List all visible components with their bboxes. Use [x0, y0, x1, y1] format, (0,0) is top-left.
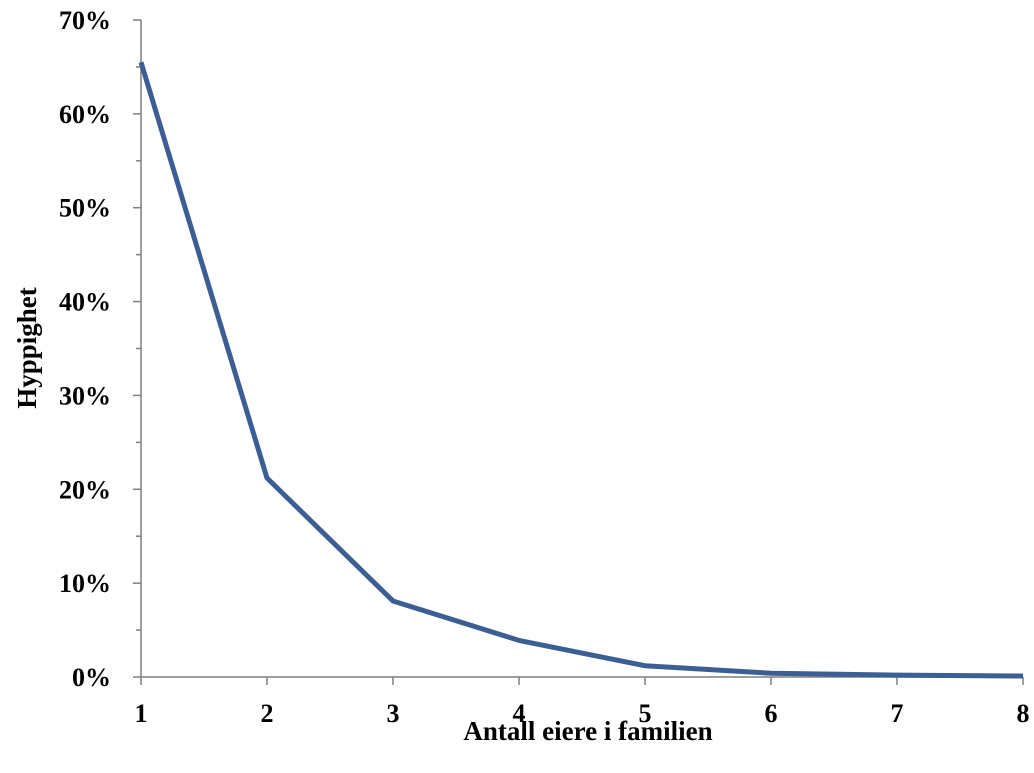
y-ticks: 0% 10% 20% 30% 40% 50% 60% 70% — [59, 6, 141, 692]
y-tick-label: 30% — [59, 381, 111, 410]
y-tick-label: 0% — [72, 663, 111, 692]
y-tick-label: 70% — [59, 6, 111, 35]
y-tick-label: 10% — [59, 569, 111, 598]
x-tick-label: 7 — [891, 699, 904, 728]
y-tick-label: 20% — [59, 475, 111, 504]
x-ticks: 1 2 3 4 5 6 7 8 — [135, 677, 1030, 728]
y-tick-label: 40% — [59, 288, 111, 317]
x-tick-label: 6 — [765, 699, 778, 728]
x-tick-label: 2 — [261, 699, 274, 728]
series-line-1 — [138, 61, 1024, 679]
x-tick-label: 3 — [387, 699, 400, 728]
x-tick-label: 8 — [1017, 699, 1030, 728]
y-tick-label: 50% — [59, 194, 111, 223]
x-tick-label: 4 — [513, 699, 526, 728]
axes — [140, 20, 1023, 678]
series-group — [138, 61, 1024, 679]
x-tick-label: 1 — [135, 699, 148, 728]
x-tick-label: 5 — [639, 699, 652, 728]
y-axis-title: Hyppighet — [12, 287, 42, 409]
x-axis-title: Antall eiere i familien — [463, 716, 712, 746]
y-tick-label: 60% — [59, 100, 111, 129]
